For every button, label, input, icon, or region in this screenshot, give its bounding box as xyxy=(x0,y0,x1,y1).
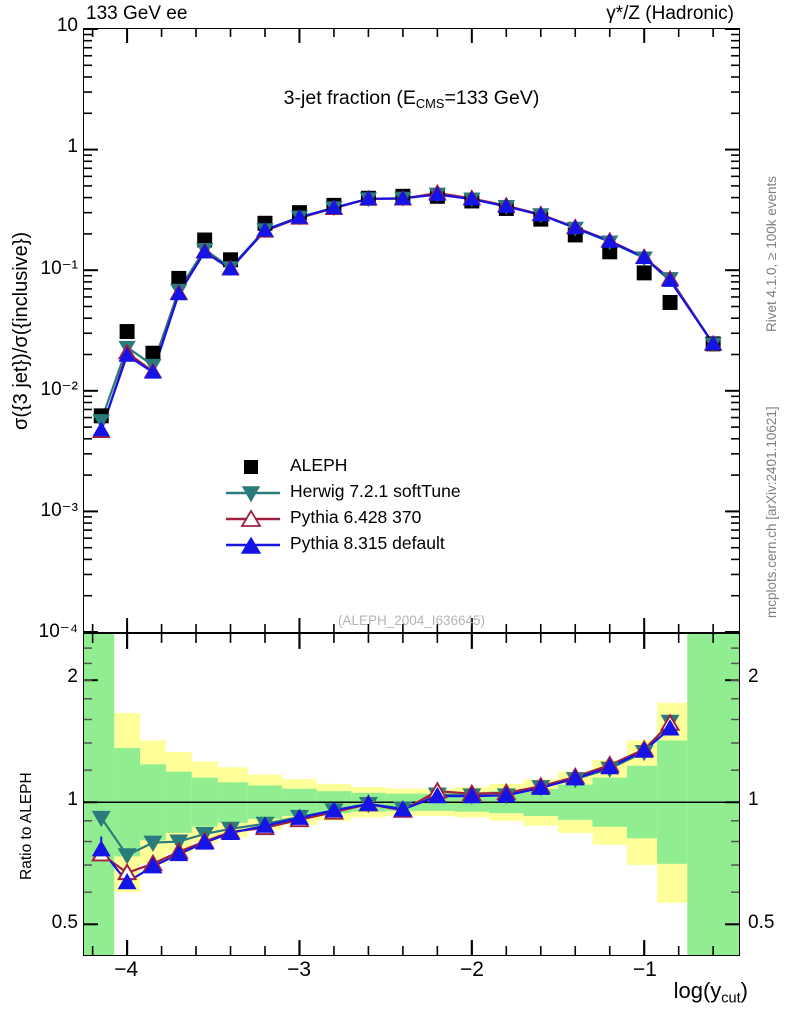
ratio-y-tick-label-right: 1 xyxy=(748,789,759,811)
main-y-tick-label: 10⁻³ xyxy=(0,499,79,522)
legend-label-pythia8: Pythia 8.315 default xyxy=(290,533,445,553)
main-y-tick-label: 10 xyxy=(0,15,78,37)
legend-label-herwig: Herwig 7.2.1 softTune xyxy=(290,481,461,501)
tick-text: 2 xyxy=(67,666,78,688)
legend-marker-pythia8 xyxy=(226,536,280,554)
tick-text: 1 xyxy=(67,136,78,157)
aleph-data-point xyxy=(171,270,187,286)
ratio-y-tick-label-left: 2 xyxy=(0,666,78,688)
x-tick-label: −3 xyxy=(287,958,312,981)
x-axis-label: log(ycut) xyxy=(673,978,748,1007)
legend-marker-pythia6 xyxy=(226,509,280,527)
tick-text: 0.5 xyxy=(51,912,78,934)
aleph-data-point xyxy=(636,265,652,281)
aleph-data-point xyxy=(602,244,618,260)
main-plot-canvas xyxy=(84,29,739,632)
legend-marker-aleph xyxy=(244,460,258,474)
tick-text: 10⁻¹ xyxy=(40,258,79,279)
tick-text: 1 xyxy=(67,789,78,811)
ratio-plot-canvas xyxy=(84,634,739,955)
ratio-inner-band xyxy=(84,634,115,955)
legend-label-pythia6: Pythia 6.428 370 xyxy=(290,507,422,527)
ratio-inner-band xyxy=(687,634,739,955)
legend-label-aleph: ALEPH xyxy=(290,455,348,475)
process-label: γ*/Z (Hadronic) xyxy=(606,3,734,24)
tick-text: 10⁻⁴ xyxy=(38,621,78,642)
ratio-y-tick-label-right: 2 xyxy=(748,666,759,688)
main-plot-panel: 3-jet fraction (ECMS=133 GeV) (ALEPH_200… xyxy=(83,28,740,633)
tick-text: 10 xyxy=(56,15,78,36)
x-tick-label: −4 xyxy=(114,958,139,981)
legend-marker-herwig xyxy=(226,486,280,503)
ratio-y-tick-label-left: 0.5 xyxy=(0,912,78,934)
ratio-y-tick-label-right: 0.5 xyxy=(748,912,775,934)
beam-label: 133 GeV ee xyxy=(86,3,188,24)
aleph-data-point xyxy=(145,345,161,361)
main-y-tick-label: 1 xyxy=(0,136,78,158)
plot-title: 3-jet fraction (ECMS=133 GeV) xyxy=(283,87,540,112)
mcplots-source-caption: mcplots.cern.ch [arXiv:2401.10621] xyxy=(764,406,779,618)
tick-text: 10⁻³ xyxy=(40,500,79,521)
x-tick-label: −2 xyxy=(460,958,484,981)
analysis-id-watermark: (ALEPH_2004_I636645) xyxy=(337,613,486,628)
aleph-data-point xyxy=(662,294,678,310)
main-y-tick-label: 10⁻⁴ xyxy=(0,620,78,643)
rivet-version-caption: Rivet 4.1.0, ≥ 100k events xyxy=(764,176,779,332)
ratio-plot-panel xyxy=(83,633,740,956)
tick-text: 10⁻² xyxy=(40,379,79,400)
main-y-tick-label: 10⁻² xyxy=(0,378,79,401)
main-y-tick-label: 10⁻¹ xyxy=(0,257,79,280)
x-tick-label: −1 xyxy=(632,958,657,981)
aleph-data-point xyxy=(119,324,135,340)
ratio-y-tick-label-left: 1 xyxy=(0,789,78,811)
